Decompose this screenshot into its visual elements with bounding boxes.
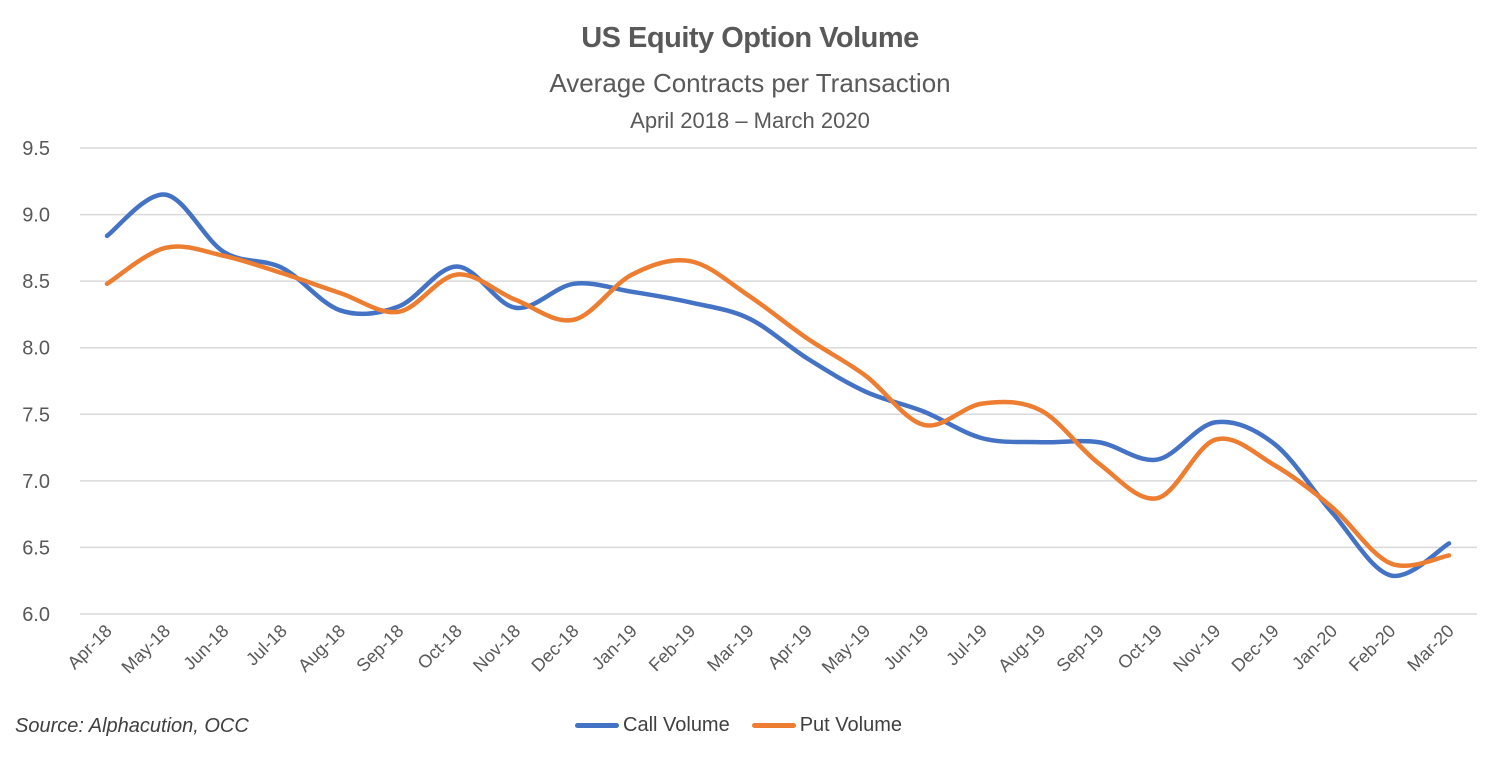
x-tick-label: Jun-18 (179, 621, 232, 674)
y-tick-label: 8.0 (22, 338, 50, 360)
x-tick-label: Feb-20 (1345, 621, 1399, 675)
x-tick-label: Jul-19 (942, 621, 991, 670)
x-tick-label: Apr-18 (63, 621, 115, 673)
call-volume-line (104, 192, 1452, 579)
x-tick-label: Dec-18 (527, 621, 582, 676)
y-tick-label: 6.5 (22, 537, 50, 559)
x-tick-label: May-19 (818, 621, 875, 678)
put-volume-line (104, 244, 1452, 568)
x-tick-label: Aug-19 (994, 621, 1049, 676)
legend-label-put: Put Volume (799, 714, 903, 736)
x-tick-label: Nov-18 (469, 621, 524, 676)
x-tick-label: Aug-18 (294, 621, 349, 676)
x-tick-label: Dec-19 (1228, 621, 1283, 676)
y-tick-label: 9.5 (22, 138, 50, 160)
x-tick-label: Feb-19 (645, 621, 699, 675)
legend-item-put: Put Volume (751, 714, 903, 737)
x-tick-label: May-18 (118, 621, 175, 678)
y-tick-label: 8.5 (22, 271, 50, 293)
chart-date-range: April 2018 – March 2020 (630, 108, 870, 133)
y-tick-label: 7.0 (22, 471, 50, 493)
series-lines (104, 192, 1452, 579)
legend-label-call: Call Volume (623, 714, 730, 736)
x-tick-label: Nov-19 (1169, 621, 1224, 676)
chart-legend: Call Volume Put Volume (575, 714, 924, 737)
x-tick-label: Mar-20 (1403, 621, 1457, 675)
y-tick-label: 9.0 (22, 205, 50, 227)
x-tick-label: Jun-19 (880, 621, 933, 674)
x-tick-label: Mar-19 (703, 621, 757, 675)
y-axis-ticks: 6.0 6.5 7.0 7.5 8.0 8.5 9.0 9.5 (22, 138, 50, 626)
x-axis-ticks: Apr-18 May-18 Jun-18 Jul-18 Aug-18 Sep-18 Oct-… (63, 621, 1457, 678)
y-tick-label: 7.5 (22, 404, 50, 426)
legend-swatch-put (751, 723, 796, 728)
x-tick-label: Apr-19 (764, 621, 816, 673)
x-tick-label: Jan-20 (1288, 621, 1341, 674)
x-tick-label: Oct-18 (414, 621, 466, 673)
x-tick-label: Sep-18 (352, 621, 407, 676)
legend-item-call: Call Volume (575, 714, 730, 737)
gridlines (80, 147, 1477, 615)
legend-swatch-call (575, 723, 619, 728)
x-tick-label: Sep-19 (1053, 621, 1108, 676)
source-note: Source: Alphacution, OCC (15, 715, 249, 737)
x-tick-label: Jan-19 (588, 621, 641, 674)
chart-subtitle: Average Contracts per Transaction (549, 68, 951, 98)
y-tick-label: 6.0 (22, 604, 50, 626)
chart-title: US Equity Option Volume (581, 22, 919, 54)
x-tick-label: Oct-19 (1114, 621, 1166, 673)
x-tick-label: Jul-18 (242, 621, 291, 670)
